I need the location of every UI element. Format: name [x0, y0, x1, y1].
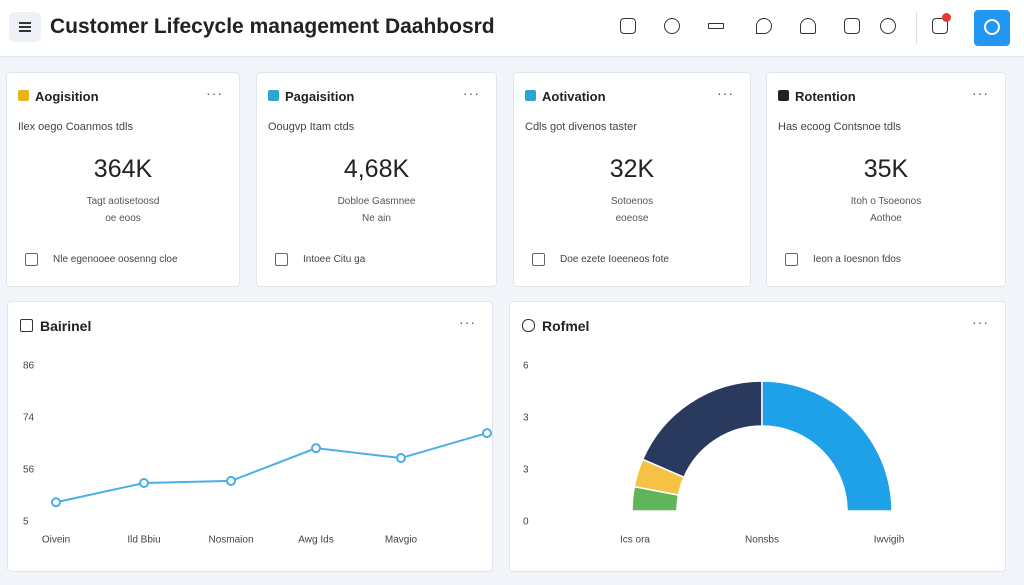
panel-title: Bairinel — [40, 318, 92, 334]
divider — [916, 12, 917, 44]
card-title: Aotivation — [542, 89, 606, 104]
more-button[interactable]: ··· — [717, 85, 734, 101]
card-icon — [525, 90, 536, 101]
category-label: Ics ora — [620, 535, 650, 546]
card-footer: Intoee Citu ga — [303, 254, 366, 265]
axis-label: 3 — [523, 413, 529, 424]
y-tick-label: 5 — [23, 517, 29, 528]
icon[interactable] — [844, 18, 860, 34]
panel-icon — [20, 319, 33, 332]
line-panel: Bairinel ··· 5 56 74 86 Oivein Ild Bbiu Nosmai… — [7, 301, 493, 572]
card-subtitle: Has ecoog Contsnoe tdls — [778, 121, 901, 133]
point — [51, 497, 61, 508]
axis-label: 0 — [523, 517, 529, 528]
donut-chart: 0 3 3 6 Ics ora Nonsbs Iwvigih — [523, 361, 905, 546]
card-icon — [268, 90, 279, 101]
footer-icon — [275, 253, 288, 266]
line — [55, 432, 488, 504]
more-button[interactable]: ··· — [206, 85, 223, 101]
y-tick-label: 74 — [23, 413, 35, 424]
more-button[interactable]: ··· — [463, 85, 480, 101]
x-tick-label: Oivein — [42, 535, 70, 546]
x-tick-label: Nosmaion — [208, 535, 253, 546]
card-footer: Doe ezete Ioeeneos fote — [560, 254, 669, 265]
stat-card: Rotention ··· Has ecoog Contsnoe tdls 35K It… — [766, 72, 1006, 287]
axis-label: 6 — [523, 361, 529, 372]
icon[interactable] — [708, 23, 724, 29]
card-title: Rotention — [795, 89, 856, 104]
stat-card: Aogisition ··· Ilex oego Coanmos tdls 364K T… — [6, 72, 240, 287]
card-detail: oe eoos — [105, 213, 141, 224]
point — [311, 443, 321, 454]
more-button[interactable]: ··· — [972, 85, 989, 101]
x-tick-label: Ild Bbiu — [127, 535, 160, 546]
icon[interactable] — [664, 18, 680, 34]
donut-segment — [641, 380, 763, 479]
axis-label: 3 — [523, 465, 529, 476]
category-label: Iwvigih — [874, 535, 905, 546]
category-label: Nonsbs — [745, 535, 779, 546]
more-button[interactable]: ··· — [972, 314, 989, 330]
card-title: Pagaisition — [285, 89, 355, 104]
panel-title: Rofmel — [542, 318, 590, 334]
badge — [942, 13, 951, 22]
more-button[interactable]: ··· — [459, 314, 476, 330]
card-value: 364K — [93, 155, 153, 183]
search-icon — [984, 19, 1000, 35]
card-detail: Tagt aotisetoosd — [86, 196, 160, 207]
y-tick-label: 86 — [23, 361, 35, 372]
card-value: 4,68K — [343, 155, 410, 183]
donut-panel: Rofmel ··· 0 3 3 6 Ics ora Nonsbs Iwvigih — [509, 301, 1006, 572]
icon[interactable] — [756, 18, 772, 34]
donut-segment — [761, 380, 893, 512]
card-icon — [778, 90, 789, 101]
card-detail: Itoh o Tsoeonos — [850, 196, 922, 207]
card-detail: Ne ain — [362, 213, 391, 224]
card-footer: Nle egenooee oosenng cloe — [53, 254, 178, 265]
point — [482, 428, 492, 439]
card-value: 35K — [863, 155, 909, 183]
stat-card: Pagaisition ··· Oougvp Itam ctds 4,68K Doblo… — [256, 72, 497, 287]
footer-icon — [785, 253, 798, 266]
menu-button[interactable] — [9, 12, 41, 42]
card-detail: Sotoenos — [610, 196, 654, 207]
point — [139, 478, 149, 488]
notification-icon[interactable] — [932, 18, 948, 34]
footer-icon — [532, 253, 545, 266]
card-subtitle: Ilex oego Coanmos tdls — [18, 121, 133, 133]
point — [226, 475, 236, 486]
stat-card: Aotivation ··· Cdls got divenos taster 32K S… — [513, 72, 751, 287]
card-value: 32K — [609, 155, 655, 183]
point — [396, 453, 406, 464]
y-tick-label: 56 — [23, 465, 35, 476]
card-detail: Dobloe Gasmnee — [337, 196, 416, 207]
icon[interactable] — [880, 18, 896, 34]
card-detail: Aothoe — [870, 213, 902, 224]
card-detail: eoeose — [615, 213, 649, 224]
footer-icon — [25, 253, 38, 266]
card-icon — [18, 90, 29, 101]
header: Customer Lifecycle management Daahbosrd — [0, 0, 1024, 57]
icon[interactable] — [620, 18, 636, 34]
card-subtitle: Cdls got divenos taster — [525, 121, 637, 133]
card-footer: Ieon a Ioesnon fdos — [813, 254, 901, 265]
x-tick-label: Mavgio — [385, 535, 418, 546]
icon[interactable] — [800, 18, 816, 34]
card-title: Aogisition — [35, 89, 99, 104]
card-subtitle: Oougvp Itam ctds — [268, 121, 355, 133]
page-title: Customer Lifecycle management Daahbosrd — [50, 15, 495, 38]
panel-icon — [522, 319, 535, 332]
search-button[interactable] — [974, 10, 1010, 46]
line-chart: 5 56 74 86 Oivein Ild Bbiu Nosmaion Awg Ids Mavg… — [23, 361, 492, 546]
x-tick-label: Awg Ids — [298, 535, 333, 546]
